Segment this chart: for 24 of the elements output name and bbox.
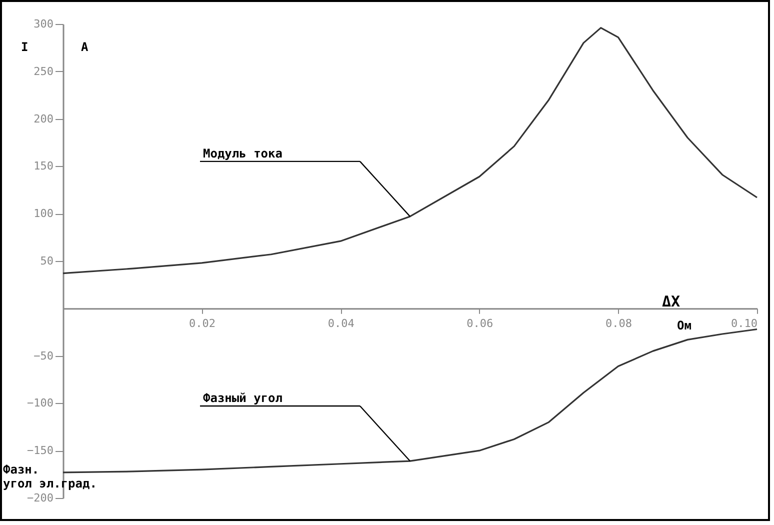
y-tick-label: −150 (27, 444, 54, 458)
annotation: Ом (677, 318, 692, 332)
line-series (62, 328, 758, 474)
line-series (62, 26, 758, 274)
y-tick-label: −100 (27, 396, 54, 410)
x-tick-label: 0.06 (466, 316, 494, 330)
y-tick-label: −50 (34, 349, 54, 362)
x-tick-label: 0.02 (189, 316, 216, 330)
y-tick-label: 100 (34, 207, 54, 220)
y-tick-label: 250 (34, 64, 54, 78)
x-tick-label: 0.10 (731, 316, 758, 330)
annotation: A (81, 40, 89, 54)
x-tick-label: 0.04 (328, 316, 355, 330)
annotation: Фазн. угол эл.град. (3, 462, 97, 490)
y-tick-label: −200 (27, 492, 54, 504)
annotation: Модуль тока (203, 146, 282, 160)
y-tick-label: 50 (40, 254, 54, 268)
annotation: Фазный угол (203, 391, 282, 406)
x-tick-label: 0.08 (605, 316, 632, 330)
y-tick-label: 300 (34, 18, 54, 30)
y-tick-label: 200 (34, 112, 54, 126)
x-axis-title: ΔX (662, 292, 680, 310)
y-axis-title: I (21, 40, 28, 54)
y-tick-label: 150 (34, 160, 54, 173)
